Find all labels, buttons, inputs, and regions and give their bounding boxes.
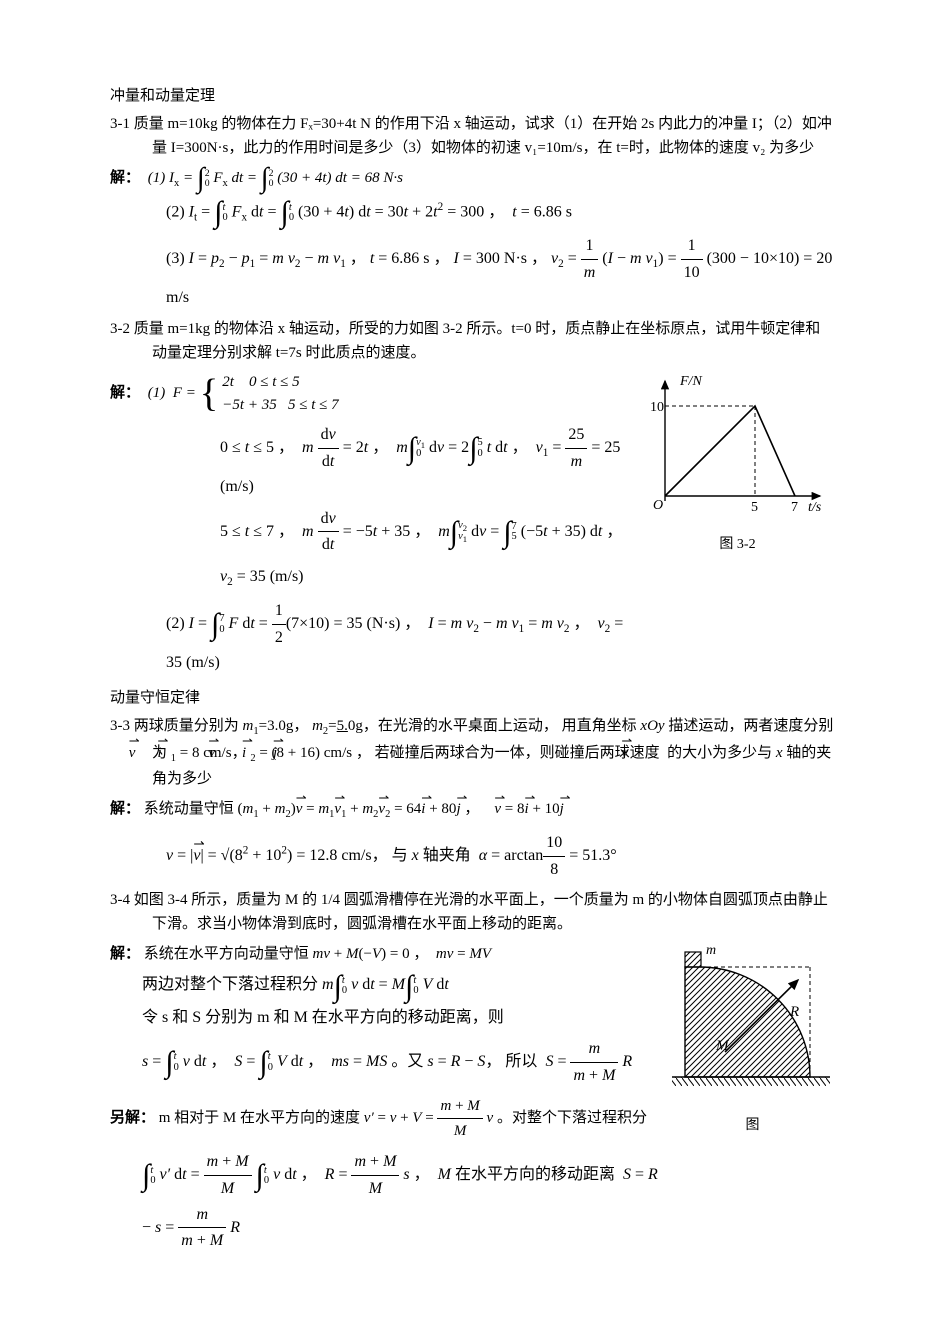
- figure-caption: 图 3-2: [640, 534, 835, 556]
- equation: v2 = 35 (m/s): [220, 564, 630, 592]
- equation: 5 ≤ t ≤ 7 ， m dvdt = −5t + 35 ， m∫v2v1 d…: [220, 506, 630, 558]
- problem-statement: 质量 m=1kg 的物体沿 x 轴运动，所受的力如图 3-2 所示。t=0 时，…: [134, 321, 821, 361]
- label-M: M: [715, 1038, 730, 1054]
- alt-solution: 另解： m 相对于 M 在水平方向的速度 v′ = v + V = m + MM…: [110, 1094, 660, 1143]
- equation: v = |v| = √(82 + 102) = 12.8 cm/s， 与 x 轴…: [166, 830, 835, 882]
- equation-piecewise: 解： (1) F = { 2t 0 ≤ t ≤ 5 −5t + 35 5 ≤ t…: [110, 371, 630, 416]
- label-m: m: [706, 943, 716, 958]
- eq-prefix: (1) F =: [148, 385, 196, 401]
- eq-prefix: (2): [166, 203, 189, 220]
- piecewise-row: −5t + 35 5 ≤ t ≤ 7: [222, 394, 338, 417]
- label-R: R: [789, 1004, 799, 1020]
- answer-label: 解：: [110, 385, 140, 401]
- problem-statement: 如图 3-4 所示，质量为 M 的 1/4 圆弧滑槽停在光滑的水平面上，一个质量…: [134, 892, 828, 932]
- equation: 解： 系统在水平方向动量守恒 mv + M(−V) = 0 ， mv = MV: [110, 942, 660, 966]
- equation: (2) I = ∫70 F dt = 12(7×10) = 35 (N·s) ，…: [166, 598, 630, 676]
- problem-statement: 质量 m=10kg 的物体在力 Fₓ=30+4t N 的作用下沿 x 轴运动，试…: [134, 116, 832, 156]
- problem-3-3: 3-3 两球质量分别为 m1=3.0g， m2=5.0g，在光滑的水平桌面上运动…: [110, 714, 835, 792]
- equation: (3) I = p2 − p1 = m v2 − m v1 ， t = 6.86…: [166, 233, 835, 311]
- solution-3-3: 解： 系统动量守恒 (m1 + m2)v = m1v1 + m2v2 = 64i…: [110, 797, 835, 882]
- problem-3-1-text: 3-1 质量 m=10kg 的物体在力 Fₓ=30+4t N 的作用下沿 x 轴…: [110, 112, 835, 160]
- text-line: 令 s 和 S 分别为 m 和 M 在水平方向的移动距离，则: [142, 1005, 660, 1031]
- problem-3-2-text: 3-2 质量 m=1kg 的物体沿 x 轴运动，所受的力如图 3-2 所示。t=…: [110, 317, 835, 365]
- equation: 0 ≤ t ≤ 5 ， m dvdt = 2t ， m∫v10 dv = 2∫5…: [220, 422, 630, 500]
- problem-number: 3-1: [110, 116, 130, 132]
- x-tick: 7: [791, 500, 798, 515]
- x-tick: 5: [751, 500, 758, 515]
- solution-3-2: 解： (1) F = { 2t 0 ≤ t ≤ 5 −5t + 35 5 ≤ t…: [110, 371, 835, 682]
- equation: (2) It = ∫t0 Fx dt = ∫t0 (30 + 4t) dt = …: [166, 199, 835, 227]
- piecewise-row: 2t 0 ≤ t ≤ 5: [222, 371, 338, 394]
- equation: 系统动量守恒 (m1 + m2)v = m1v1 + m2v2 = 64i + …: [144, 801, 564, 817]
- eq-prefix: (1): [148, 170, 169, 186]
- problem-3-1: 3-1 质量 m=10kg 的物体在力 Fₓ=30+4t N 的作用下沿 x 轴…: [110, 112, 835, 160]
- solution-3-4: 解： 系统在水平方向动量守恒 mv + M(−V) = 0 ， mv = MV …: [110, 942, 835, 1259]
- y-tick: 10: [650, 400, 664, 415]
- equation: ∫t0 v′ dt = m + MM ∫t0 v dt ， R = m + MM…: [142, 1149, 660, 1253]
- problem-number: 3-2: [110, 321, 130, 337]
- section-title-2: 动量守恒定律: [110, 686, 835, 710]
- problem-3-4: 3-4 如图 3-4 所示，质量为 M 的 1/4 圆弧滑槽停在光滑的水平面上，…: [110, 888, 835, 936]
- alt-answer-label: 另解：: [110, 1110, 155, 1126]
- eq-prefix: (3): [166, 250, 189, 267]
- problem-number: 3-4: [110, 892, 130, 908]
- answer-label: 解：: [110, 946, 140, 962]
- section-title-1: 冲量和动量定理: [110, 84, 835, 108]
- figure-3-4: m M R 图: [670, 942, 835, 1137]
- problem-3-2: 3-2 质量 m=1kg 的物体沿 x 轴运动，所受的力如图 3-2 所示。t=…: [110, 317, 835, 365]
- answer-label: 解：: [110, 801, 140, 817]
- figure-caption: 图: [670, 1115, 835, 1137]
- solution-3-1: 解： (1) Ix = ∫20 Fx dt = ∫20 (30 + 4t) dt…: [110, 166, 835, 311]
- problem-number: 3-3: [110, 718, 130, 734]
- problem-3-4-text: 3-4 如图 3-4 所示，质量为 M 的 1/4 圆弧滑槽停在光滑的水平面上，…: [110, 888, 835, 936]
- equation: 两边对整个下落过程积分 m∫t0 v dt = M∫t0 V dt: [142, 972, 660, 998]
- equation: Ix = ∫20 Fx dt = ∫20 (30 + 4t) dt = 68 N…: [169, 170, 403, 186]
- equation: s = ∫t0 v dt ， S = ∫t0 V dt ， ms = MS 。又…: [142, 1036, 660, 1088]
- origin-label: O: [653, 498, 663, 513]
- problem-statement: 两球质量分别为 m1=3.0g， m2=5.0g，在光滑的水平桌面上运动， 用直…: [134, 718, 834, 788]
- figure-3-2: 10 F/N O 5 7 t/s 图 3-2: [640, 371, 835, 556]
- problem-3-3-text: 3-3 两球质量分别为 m1=3.0g， m2=5.0g，在光滑的水平桌面上运动…: [110, 714, 835, 792]
- answer-label: 解：: [110, 170, 140, 186]
- x-axis-label: t/s: [808, 500, 822, 515]
- eq-prefix: (2): [166, 615, 189, 632]
- y-axis-label: F/N: [679, 374, 702, 389]
